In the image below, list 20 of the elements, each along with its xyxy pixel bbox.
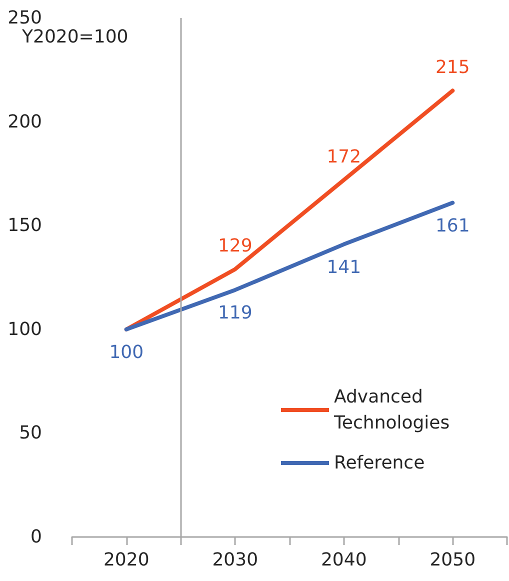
x-tick-label: 2020 [103, 550, 150, 570]
data-label: 215 [435, 57, 470, 78]
y-tick-label: 0 [30, 526, 42, 548]
legend-label: Reference [334, 452, 425, 474]
y-tick-label: 100 [8, 318, 42, 340]
x-tick-label: 2030 [212, 550, 258, 570]
y-tick-label: 250 [8, 8, 42, 28]
data-label: 141 [326, 256, 362, 278]
y-tick-label: 200 [8, 111, 42, 132]
data-label: 100 [109, 342, 144, 363]
y-tick-label: 150 [8, 215, 42, 236]
data-label: 129 [218, 236, 252, 257]
legend-label: Advanced Technologies [333, 386, 450, 434]
data-label: 119 [218, 302, 252, 324]
x-tick-label: 2040 [320, 550, 367, 570]
x-tick-label: 2050 [430, 550, 476, 570]
data-label: 161 [435, 215, 470, 236]
y-tick-label: 50 [19, 422, 42, 444]
y-axis-title: Y2020=100 [21, 26, 128, 48]
data-label: 172 [326, 146, 362, 168]
